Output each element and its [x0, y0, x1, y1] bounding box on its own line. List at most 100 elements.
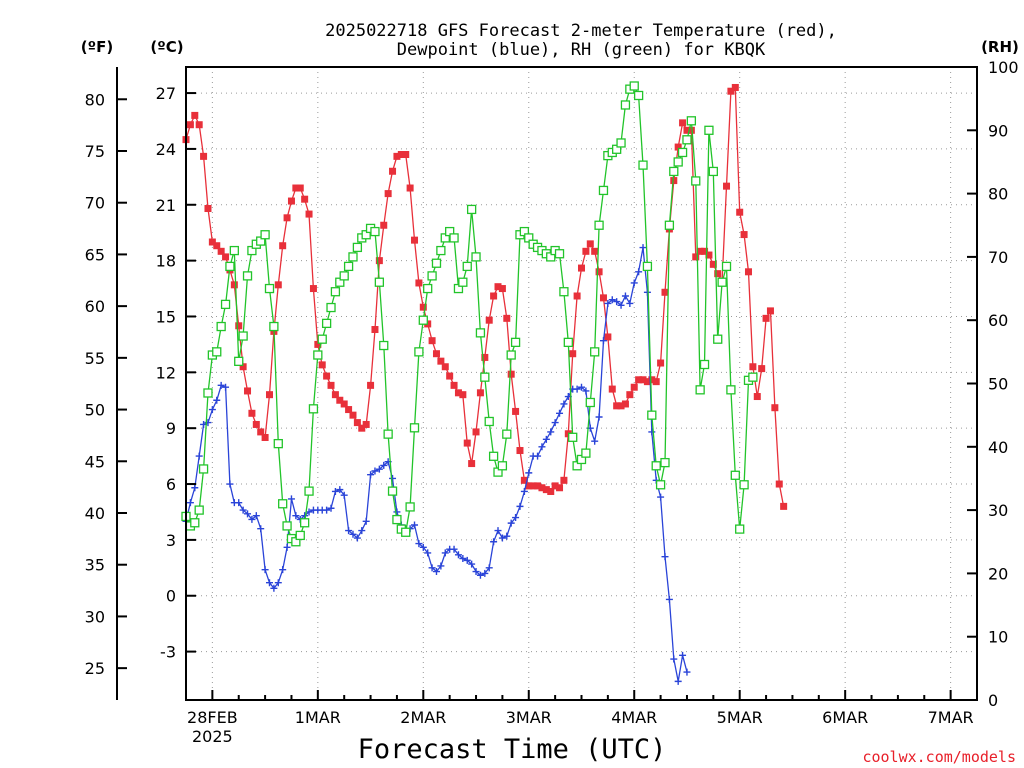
data-point	[520, 487, 528, 495]
data-point	[704, 125, 714, 135]
data-point	[401, 527, 411, 537]
credit-text: coolwx.com/models	[862, 748, 1016, 766]
x-tick-label: 1MAR	[295, 708, 341, 727]
data-point	[679, 651, 687, 659]
data-point	[621, 400, 629, 408]
x-tick-label: 28FEB	[187, 708, 238, 727]
data-point	[353, 419, 361, 427]
data-point	[190, 518, 200, 528]
data-point	[454, 551, 462, 559]
data-point	[375, 465, 383, 473]
data-point	[538, 443, 546, 451]
series-layer	[181, 81, 788, 685]
data-point	[431, 258, 442, 268]
data-point	[563, 337, 573, 348]
data-point	[581, 448, 591, 458]
data-point	[235, 322, 243, 330]
data-point	[423, 283, 433, 294]
data-point	[736, 208, 744, 216]
data-point	[283, 543, 291, 551]
data-point	[213, 242, 221, 250]
data-point	[670, 655, 678, 663]
data-point	[336, 396, 344, 404]
data-point	[661, 288, 669, 296]
data-point	[358, 424, 366, 432]
data-point	[367, 471, 375, 479]
data-point	[278, 499, 288, 509]
data-point	[670, 177, 678, 185]
data-point	[696, 247, 704, 255]
data-point	[217, 381, 225, 389]
fahrenheit-tick-label: 35	[85, 556, 105, 575]
data-point	[441, 363, 449, 371]
data-point	[226, 480, 234, 488]
data-point	[462, 261, 472, 272]
data-point	[186, 121, 194, 129]
data-point	[371, 326, 379, 334]
data-point	[744, 268, 752, 276]
data-point	[216, 321, 226, 332]
data-point	[665, 595, 673, 603]
data-point	[613, 298, 621, 306]
data-point	[295, 530, 305, 541]
data-point	[520, 476, 528, 484]
data-point	[661, 553, 669, 561]
data-point	[191, 484, 199, 492]
x-tick-label: 3MAR	[506, 708, 552, 727]
data-point	[506, 350, 516, 360]
celsius-tick-label: -3	[160, 643, 176, 662]
data-point	[411, 236, 419, 244]
data-point	[481, 353, 489, 361]
data-point	[305, 210, 313, 218]
data-point	[749, 363, 757, 371]
data-point	[340, 491, 348, 499]
x-tick-sublabel: 2025	[192, 727, 233, 746]
x-tick-label: 6MAR	[822, 708, 868, 727]
data-point	[516, 447, 524, 455]
grid	[186, 67, 977, 700]
data-point	[525, 469, 533, 477]
data-point	[682, 135, 692, 145]
data-point	[349, 530, 357, 538]
data-point	[617, 301, 625, 309]
data-point	[647, 410, 657, 420]
data-point	[415, 279, 423, 287]
data-point	[547, 487, 555, 495]
data-point	[655, 480, 666, 490]
data-point	[260, 230, 270, 240]
rh-tick-label: 20	[988, 564, 1008, 583]
axis-labels: -3 0 3 6 9 12 15 18 21 24 27 25 30 35 40 45 50 55 60 65 70 75…	[85, 58, 1019, 746]
data-point	[292, 184, 300, 192]
celsius-tick-label: 6	[166, 475, 176, 494]
data-point	[484, 416, 494, 427]
data-point	[257, 428, 265, 436]
data-point	[234, 356, 244, 366]
data-point	[648, 376, 656, 384]
data-point	[212, 347, 222, 357]
data-point	[345, 406, 353, 414]
data-point	[308, 404, 319, 414]
data-point	[695, 385, 705, 395]
data-point	[437, 562, 445, 570]
data-point	[387, 486, 398, 496]
data-point	[494, 527, 502, 535]
data-point	[476, 571, 484, 579]
data-point	[449, 233, 459, 243]
data-point	[677, 147, 688, 158]
data-point	[384, 190, 392, 198]
data-point	[683, 126, 691, 134]
data-point	[458, 277, 468, 287]
data-point	[713, 334, 723, 344]
data-point	[630, 383, 638, 391]
data-point	[252, 512, 260, 520]
data-point	[270, 584, 278, 592]
data-point	[643, 288, 651, 296]
data-point	[490, 292, 498, 300]
data-point	[257, 525, 265, 533]
data-point	[673, 157, 683, 167]
data-point	[468, 460, 476, 468]
data-point	[208, 406, 216, 414]
data-point	[208, 238, 216, 246]
x-tick-label: 5MAR	[717, 708, 763, 727]
data-point	[428, 337, 436, 345]
